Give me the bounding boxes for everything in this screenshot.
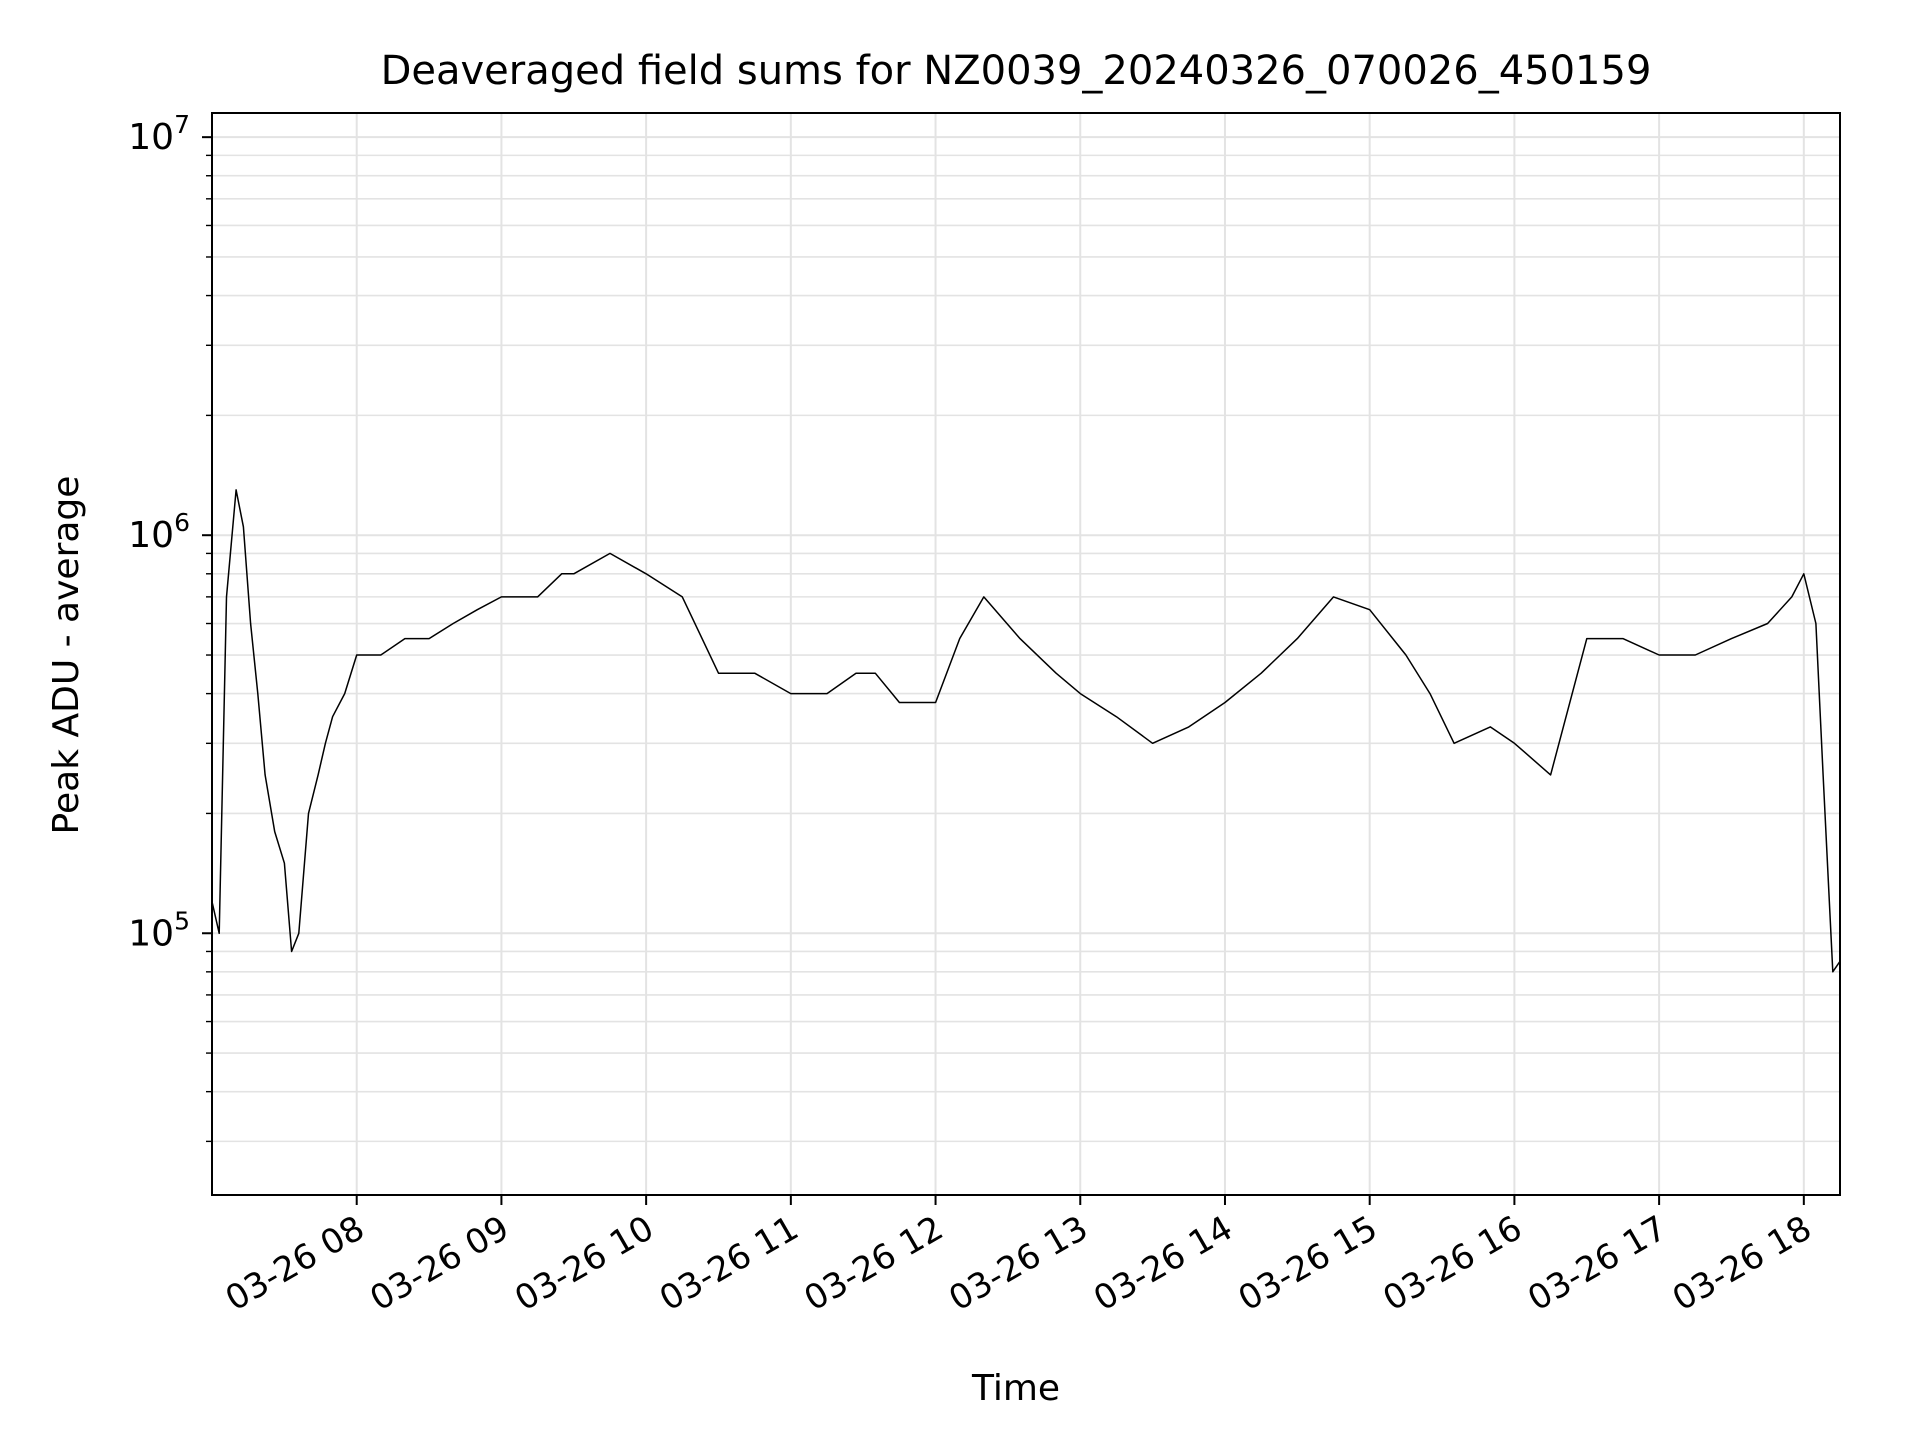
series-line — [211, 489, 1841, 973]
chart-title: Deaveraged field sums for NZ0039_2024032… — [381, 48, 1652, 94]
y-tick-label: 106 — [128, 508, 190, 556]
x-axis-label: Time — [971, 1368, 1060, 1409]
y-tick-label: 107 — [128, 110, 190, 158]
grid — [212, 113, 1840, 1195]
axes-frame — [211, 112, 1841, 1196]
y-axis-label: Peak ADU - average — [46, 476, 87, 835]
plot-area — [211, 489, 1841, 973]
y-tick-label: 105 — [128, 906, 190, 954]
